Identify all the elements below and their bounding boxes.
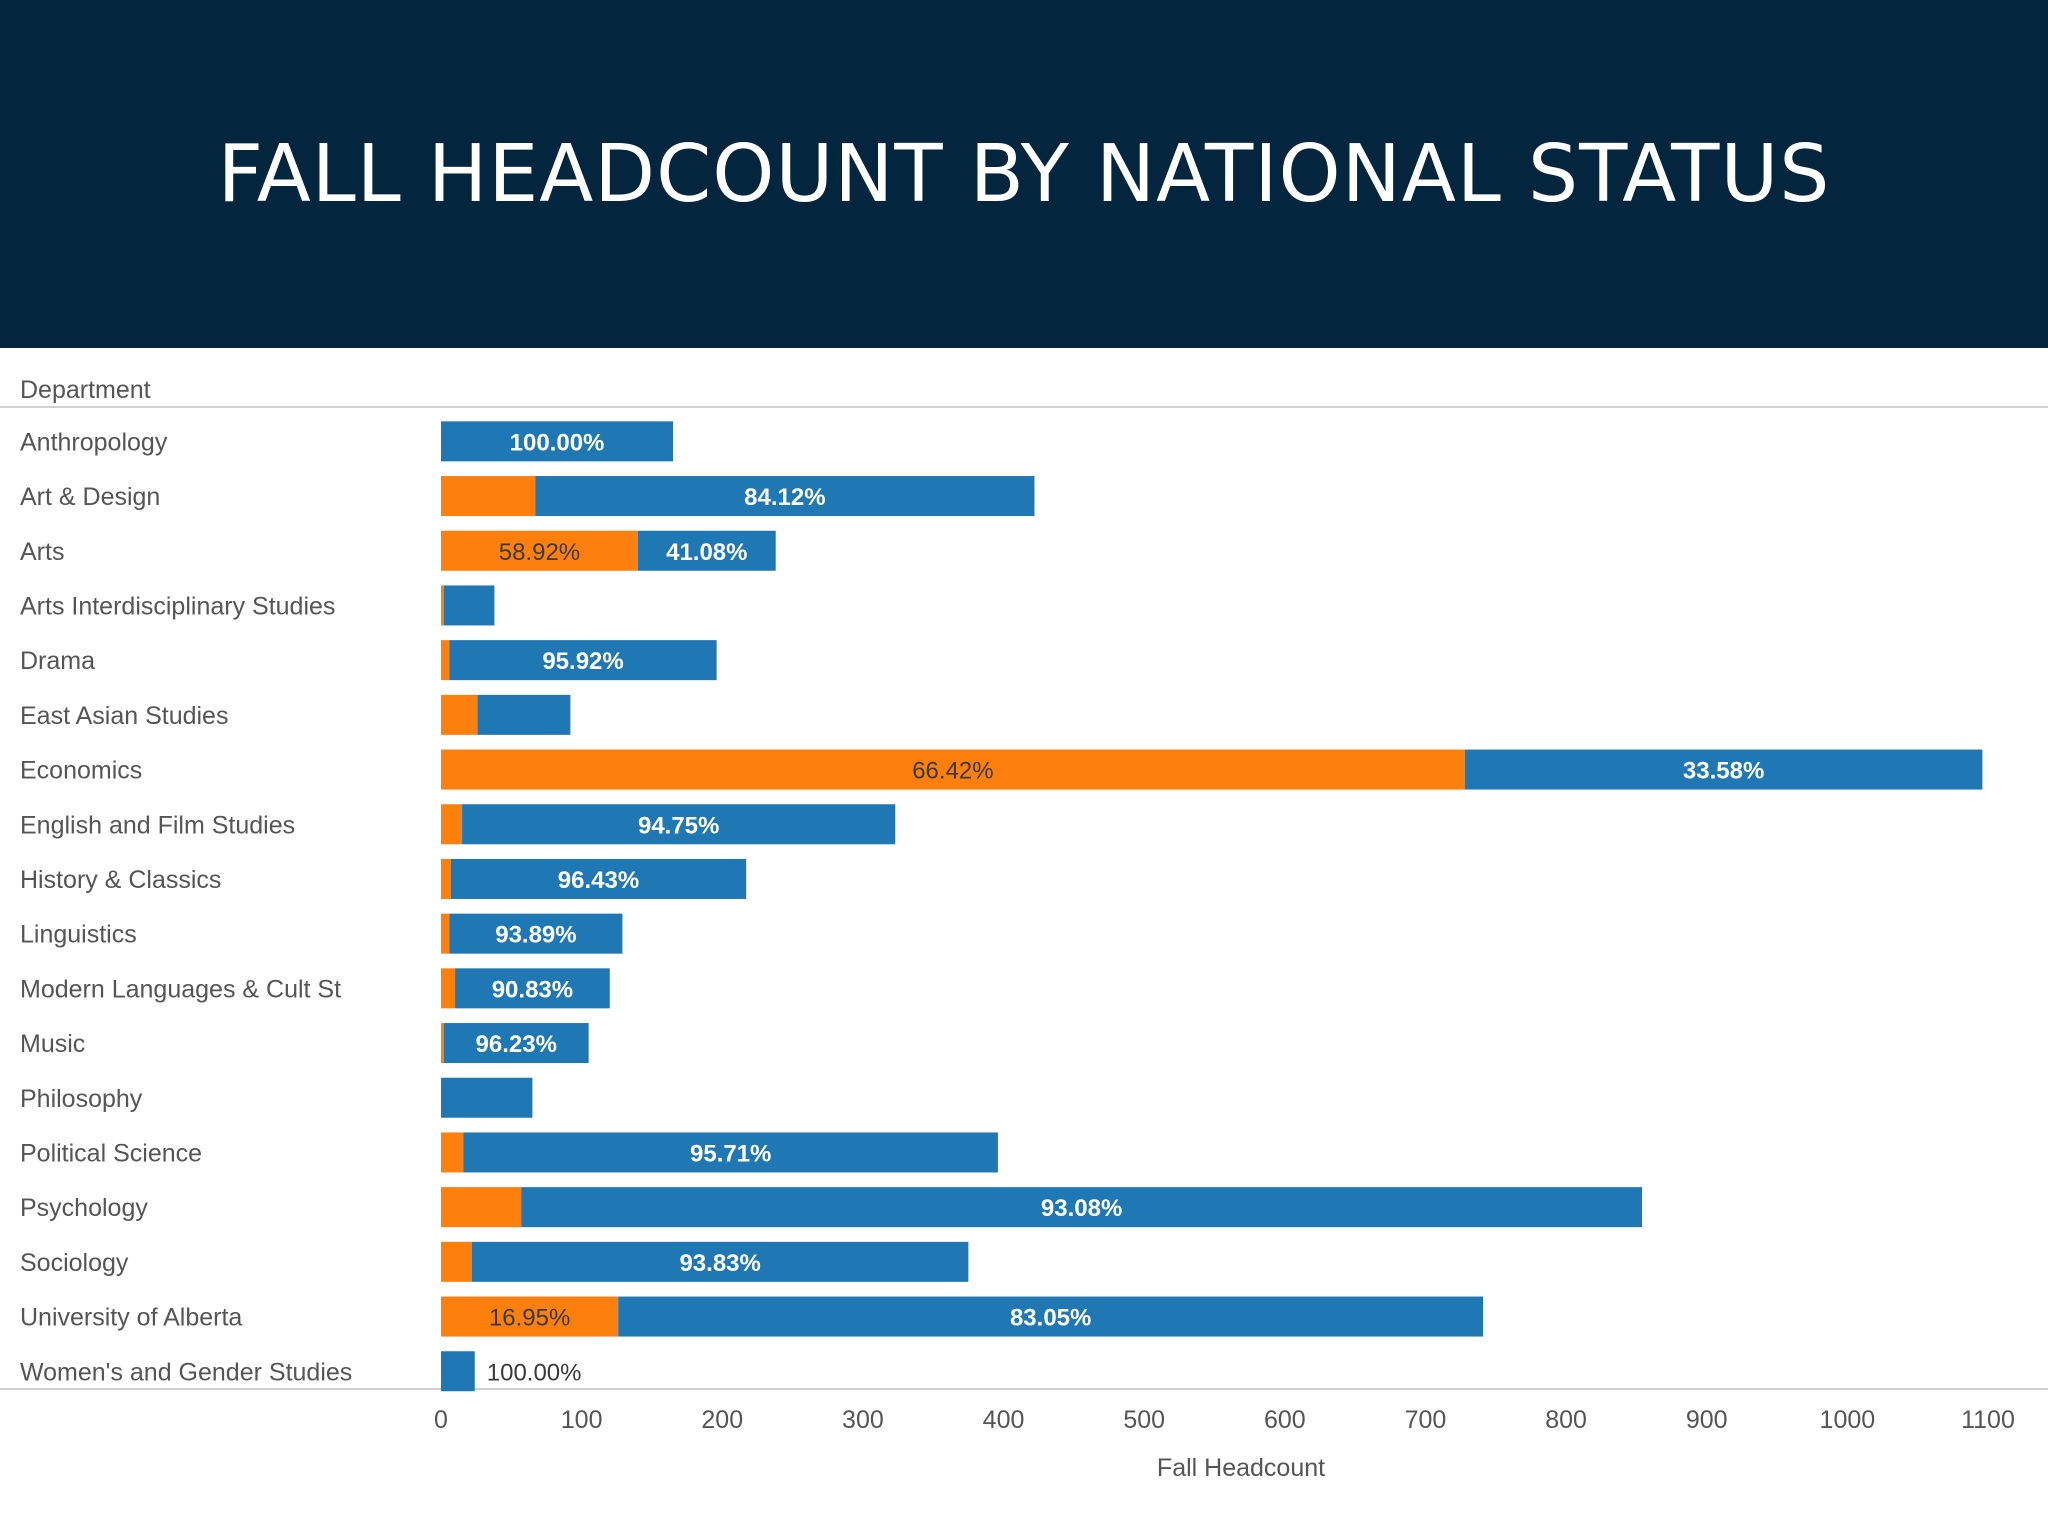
bar-segment-domestic (463, 1132, 998, 1173)
bar-segment-domestic (441, 1351, 475, 1392)
category-label: English and Film Studies (20, 811, 295, 839)
bar-data-label: 100.00% (510, 429, 605, 456)
chart-area: Department 100.00% 84.12% 58.92% 41.08% 95.9… (0, 376, 2048, 1482)
category-label: History & Classics (20, 866, 221, 894)
title-banner: FALL HEADCOUNT BY NATIONAL STATUS (0, 0, 2048, 348)
bar-segment-international (441, 858, 451, 899)
bar-segment-international (441, 694, 478, 735)
bar-segment-domestic (443, 1023, 589, 1064)
bar-data-label: 93.83% (679, 1250, 760, 1277)
bar-segment-domestic (471, 1241, 969, 1282)
bar-segment-domestic (618, 1296, 1484, 1337)
bar-segment-international (441, 640, 450, 681)
bar-data-label: 84.12% (744, 484, 825, 511)
bar-segment-domestic (441, 1077, 533, 1118)
bar-segment-international (441, 913, 450, 954)
bar-data-label: 96.43% (558, 867, 639, 894)
category-label: Linguistics (20, 921, 137, 949)
category-label: Arts Interdisciplinary Studies (20, 592, 335, 620)
bar-segment-domestic (449, 640, 717, 681)
bar-segment-international (441, 1187, 522, 1228)
bar-segment-international (441, 804, 463, 845)
category-label: Drama (20, 647, 95, 675)
bar-data-label: 90.83% (492, 976, 573, 1003)
category-label: Sociology (20, 1249, 129, 1277)
bars-group: 100.00% 84.12% 58.92% 41.08% 95.92% 66.42% 33.… (441, 421, 1983, 1392)
x-tick-label: 500 (1123, 1406, 1165, 1434)
x-tick-label: 900 (1686, 1406, 1728, 1434)
bar-segment-domestic (637, 530, 776, 571)
y-axis-header: Department (20, 376, 151, 404)
category-label: Anthropology (20, 428, 168, 456)
x-axis-label: Fall Headcount (1157, 1454, 1325, 1482)
bar-segment-domestic (521, 1187, 1643, 1228)
category-label: Music (20, 1030, 85, 1058)
x-tick-label: 200 (701, 1406, 743, 1434)
bar-data-label: 100.00% (487, 1359, 582, 1386)
bar-data-label: 93.08% (1041, 1195, 1122, 1222)
x-tick-labels: 0 100 200 300 400 500 600 700 800 900 1000 1100 (434, 1406, 2015, 1434)
bar-segment-international (441, 1023, 444, 1064)
category-label: Arts (20, 538, 64, 566)
bar-segment-domestic (450, 858, 747, 899)
bar-segment-international (441, 1296, 619, 1337)
bar-data-label: 96.23% (476, 1031, 557, 1058)
category-label: University of Alberta (20, 1304, 242, 1332)
category-label: Modern Languages & Cult St (20, 975, 341, 1003)
bar-data-label: 16.95% (489, 1305, 570, 1332)
bar-data-label: 83.05% (1010, 1305, 1091, 1332)
bar-segment-domestic (441, 421, 674, 462)
category-label: Psychology (20, 1194, 148, 1222)
category-label: Political Science (20, 1139, 202, 1167)
x-tick-label: 1100 (1961, 1406, 2015, 1434)
category-label: Women's and Gender Studies (20, 1358, 352, 1386)
category-label: Philosophy (20, 1085, 143, 1113)
x-tick-label: 1000 (1820, 1406, 1876, 1434)
bar-segment-domestic (443, 585, 495, 626)
bar-segment-domestic (1464, 749, 1983, 790)
bar-segment-domestic (449, 913, 623, 954)
x-tick-label: 700 (1405, 1406, 1447, 1434)
bar-data-label: 33.58% (1683, 758, 1764, 785)
bar-segment-domestic (462, 804, 896, 845)
bar-segment-international (441, 1132, 464, 1173)
bar-segment-domestic (477, 694, 571, 735)
x-tick-label: 800 (1545, 1406, 1587, 1434)
bar-segment-international (441, 968, 456, 1009)
category-labels: Anthropology Art & Design Arts Arts Interdi… (20, 428, 352, 1386)
bar-segment-international (441, 749, 1465, 790)
category-label: East Asian Studies (20, 702, 228, 730)
category-label: Economics (20, 757, 142, 785)
x-tick-label: 100 (561, 1406, 603, 1434)
category-label: Art & Design (20, 483, 160, 511)
bar-segment-domestic (455, 968, 610, 1009)
bar-data-label: 95.92% (542, 648, 623, 675)
bar-segment-international (441, 585, 444, 626)
bar-data-label: 94.75% (638, 812, 719, 839)
bar-data-label: 41.08% (666, 539, 747, 566)
x-tick-label: 0 (434, 1406, 448, 1434)
bar-data-label: 66.42% (912, 758, 993, 785)
bar-segment-international (441, 530, 638, 571)
bar-segment-international (441, 476, 536, 517)
bar-data-label: 95.71% (690, 1140, 771, 1167)
bar-data-label: 93.89% (495, 922, 576, 949)
x-tick-label: 400 (983, 1406, 1025, 1434)
chart-title: FALL HEADCOUNT BY NATIONAL STATUS (217, 128, 1831, 220)
bar-data-label: 58.92% (499, 539, 580, 566)
x-tick-label: 600 (1264, 1406, 1306, 1434)
bar-segment-domestic (535, 476, 1035, 517)
bar-segment-international (441, 1241, 472, 1282)
x-tick-label: 300 (842, 1406, 884, 1434)
